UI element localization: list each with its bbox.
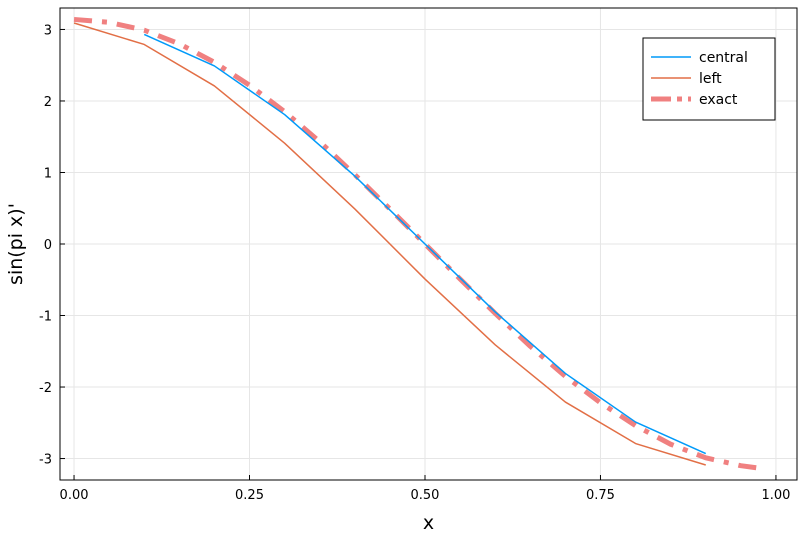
series-line-exact <box>73 16 763 472</box>
ticks: 0.00 0.25 0.50 0.75 1.00 -3 -2 -1 0 1 2 3 <box>39 23 790 503</box>
x-axis-label: x <box>423 512 434 534</box>
legend-label-left: left <box>699 71 722 87</box>
legend-label-central: central <box>699 50 748 66</box>
series <box>73 16 763 472</box>
y-axis-label: sin(pi x)' <box>5 203 27 285</box>
legend-label-exact: exact <box>699 92 738 108</box>
series-line-left <box>73 22 706 466</box>
y-tick-label: 1 <box>44 166 52 181</box>
y-tick-label: -2 <box>39 381 52 396</box>
legend-box <box>642 37 776 121</box>
series-line-central <box>143 33 707 455</box>
x-tick-label: 0.50 <box>411 488 440 503</box>
x-tick-label: 0.25 <box>235 488 264 503</box>
y-tick-label: 0 <box>44 238 52 253</box>
x-tick-label: 0.00 <box>60 488 89 503</box>
grid <box>60 8 797 480</box>
legend: central left exact <box>642 37 776 121</box>
x-tick-label: 0.75 <box>586 488 615 503</box>
y-tick-label: -1 <box>39 310 52 325</box>
y-tick-label: 3 <box>44 23 52 38</box>
x-tick-label: 1.00 <box>761 488 790 503</box>
y-tick-label: -3 <box>39 453 52 468</box>
y-tick-label: 2 <box>44 95 52 110</box>
